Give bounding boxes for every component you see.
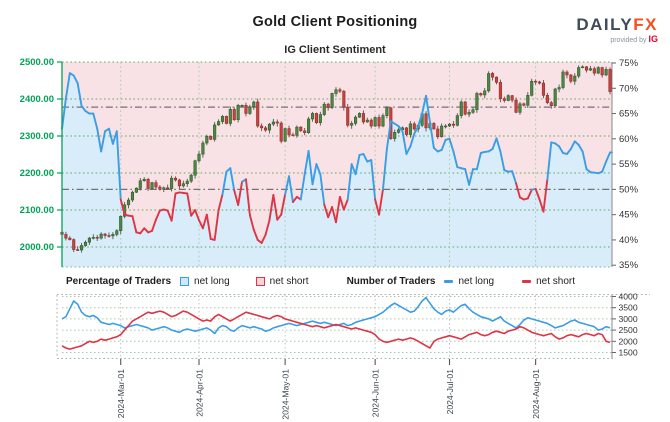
logo-daily-text: DAILY (576, 15, 634, 34)
net-long-line-icon (444, 280, 454, 283)
logo-provided-by: provided by IG (610, 34, 658, 45)
legend-percentage-group-label: Percentage of Traders (66, 276, 172, 287)
pct-axis-label: 55% (619, 159, 639, 170)
logo-fx-text: FX (633, 15, 658, 34)
pct-net-long-line (61, 72, 613, 244)
main-price-sentiment-panel (60, 61, 613, 268)
num-net-short-line (61, 310, 611, 350)
price-axis-label: 2300.00 (20, 131, 54, 142)
legend-num-net-long-label: net long (458, 276, 495, 287)
pct-axis-label: 75% (619, 58, 639, 69)
legend-num-net-short-label: net short (536, 276, 575, 287)
count-axis-label: 1500 (619, 348, 638, 358)
pct-axis-label: 70% (619, 83, 639, 94)
count-axis-label: 2500 (619, 325, 638, 335)
price-axis-label: 2400.00 (20, 94, 54, 105)
pct-axis-label: 50% (619, 184, 639, 195)
date-tick-label: 2024-Mar-01 (116, 369, 126, 418)
date-tick-label: 2024-May-01 (281, 369, 291, 420)
net-short-swatch-icon (255, 277, 265, 286)
chart-legend: Percentage of Traders net long net short… (66, 276, 575, 287)
count-axis-label: 3000 (619, 314, 638, 324)
price-axis-label: 2200.00 (20, 168, 54, 179)
price-axis-label: 2100.00 (20, 205, 54, 216)
main-axes: 2500.00 2400.00 2300.00 2200.00 2100.00 2000.… (20, 57, 639, 271)
date-tick-label: 2024-Aug-01 (531, 369, 541, 419)
count-axis-label: 2000 (619, 336, 638, 346)
pct-axis-label: 60% (619, 134, 639, 145)
count-axis-label: 4000 (619, 292, 638, 302)
count-axis-label: 3500 (619, 303, 638, 313)
net-short-line-icon (522, 280, 532, 283)
date-tick-label: 2024-Jun-01 (371, 369, 381, 417)
num-net-long-line (61, 296, 611, 335)
ig-logo: IG (648, 34, 658, 44)
page-title: Gold Client Positioning (252, 14, 418, 30)
net-long-area-fill (62, 73, 612, 267)
dailyfx-logo-wordmark: DAILYFX (576, 16, 658, 33)
date-tick-label: 2024-Jul-01 (445, 369, 455, 415)
pct-axis-label: 35% (619, 260, 639, 271)
price-axis-label: 2500.00 (20, 57, 54, 68)
net-long-swatch-icon (180, 277, 190, 286)
legend-net-short-label: net short (269, 276, 309, 287)
pct-axis-label: 40% (619, 235, 639, 246)
gold-price-candles (60, 65, 612, 253)
legend-net-long-label: net long (194, 276, 230, 287)
legend-number-group-label: Number of Traders (346, 276, 436, 287)
date-tick-label: 2024-Apr-01 (195, 369, 205, 417)
date-axis: 2024-Mar-01 2024-Apr-01 2024-May-01 2024-Ju… (116, 359, 541, 420)
dailyfx-logo: DAILYFX provided by IG (576, 16, 658, 44)
pct-axis-label: 45% (619, 210, 639, 221)
pct-axis-label: 65% (619, 109, 639, 120)
chart-subtitle: IG Client Sentiment (284, 44, 386, 56)
price-axis-label: 2000.00 (20, 242, 54, 253)
